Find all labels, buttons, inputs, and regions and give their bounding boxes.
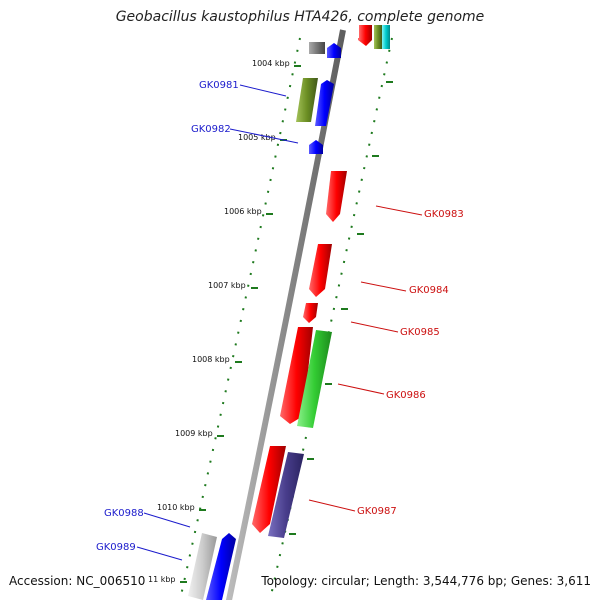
gene-label-gk0989[interactable]: GK0989 [96,542,136,553]
leader-lines [136,84,423,561]
genome-title: Geobacillus kaustophilus HTA426, complet… [115,9,485,25]
gene-olive-top[interactable] [374,25,382,49]
gene-gk0981-blue[interactable] [315,80,334,126]
gene-gk0986-green[interactable] [297,330,332,428]
leader-gk0982 [229,128,299,144]
gene-label-gk0983[interactable]: GK0983 [424,209,464,220]
accession-text: Accession: NC_006510 [9,574,146,588]
gene-label-gk0982[interactable]: GK0982 [191,124,231,135]
leader-gk0986 [337,383,385,395]
gene-gk0981-olive[interactable] [296,78,318,122]
gene-red-top-body[interactable] [359,25,372,40]
gene-blue-small-1[interactable] [327,43,341,58]
gene-gk0987-slate[interactable] [268,452,304,538]
gene-label-gk0986[interactable]: GK0986 [386,390,426,401]
leader-gk0985 [350,321,399,333]
kbp-label-1004: 1004 kbp [252,59,290,68]
gene-label-gk0987[interactable]: GK0987 [357,506,397,517]
kbp-label-1005: 1005 kbp [238,133,276,142]
gene-label-gk0984[interactable]: GK0984 [409,285,449,296]
gene-label-gk0981[interactable]: GK0981 [199,80,239,91]
kbp-label-1007: 1007 kbp [208,281,246,290]
gene-gk0987-red[interactable] [252,446,286,533]
gene-gk0985[interactable] [303,303,318,323]
gene-gk0984[interactable] [309,244,332,297]
leader-gk0984 [360,281,407,292]
gene-gk0988-lightgrey[interactable] [188,533,217,600]
gene-grey-small[interactable] [309,42,325,54]
leader-gk0983 [375,205,423,216]
leader-gk0988 [143,512,191,528]
leader-gk0981 [239,84,287,97]
kbp-ticks: 1004 kbp 1005 kbp 1006 kbp 1007 kbp 1008… [148,59,301,584]
gene-label-gk0988[interactable]: GK0988 [104,508,144,519]
kbp-label-1011: 11 kbp [148,575,176,584]
gene-label-gk0985[interactable]: GK0985 [400,327,440,338]
gene-labels: GK0981 GK0982 GK0988 GK0989 GK0983 GK098… [96,80,464,553]
leader-gk0989 [136,546,183,561]
kbp-label-1009: 1009 kbp [175,429,213,438]
kbp-label-1008: 1008 kbp [192,355,230,364]
gene-gk0982-blue[interactable] [309,140,323,154]
kbp-label-1006: 1006 kbp [224,207,262,216]
leader-gk0987 [308,499,356,512]
outer-ticks [289,81,393,535]
kbp-label-1010: 1010 kbp [157,503,195,512]
topology-text: Topology: circular; Length: 3,544,776 bp… [261,574,591,588]
gene-cyan-top[interactable] [382,25,390,49]
gene-gk0983[interactable] [326,171,347,222]
gene-gk0989-blue[interactable] [206,533,236,600]
